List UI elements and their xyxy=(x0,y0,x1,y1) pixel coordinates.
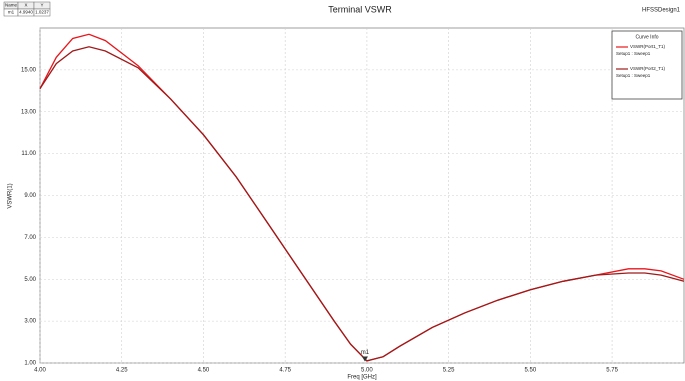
y-tick-label: 9.00 xyxy=(24,193,36,199)
table-cell-text: m1 xyxy=(8,10,15,15)
legend-box xyxy=(611,30,683,100)
marker xyxy=(361,356,368,362)
table-header: Y xyxy=(40,3,43,8)
x-tick-label: 5.25 xyxy=(443,368,455,374)
y-tick-label: 11.00 xyxy=(21,151,36,157)
x-tick-label: 5.50 xyxy=(525,368,537,374)
legend-label: VSWR(Port2_T1) xyxy=(630,66,666,71)
x-axis-label: Freq [GHz] xyxy=(347,375,377,381)
x-tick-label: 5.00 xyxy=(361,368,373,374)
y-tick-label: 13.00 xyxy=(21,109,37,115)
legend-setup: Setup1 : Sweep1 xyxy=(616,51,651,56)
x-tick-label: 4.00 xyxy=(34,368,46,374)
table-cell xyxy=(33,8,51,17)
legend-label: VSWR(Port1_T1) xyxy=(630,44,666,49)
chart-title: Terminal VSWR xyxy=(328,4,392,14)
y-axis-label: VSWR(1) xyxy=(8,183,14,208)
design-name: HFSSDesign1 xyxy=(642,8,681,14)
marker-name: m1 xyxy=(361,350,370,356)
legend-setup: Setup1 : Sweep1 xyxy=(616,73,651,78)
y-tick-label: 3.00 xyxy=(24,319,36,325)
table-cell-text: 1.0237 xyxy=(35,10,49,15)
series-line xyxy=(39,46,685,362)
y-tick-label: 15.00 xyxy=(21,67,37,73)
x-tick-label: 4.50 xyxy=(198,368,210,374)
table-header: Name xyxy=(5,3,18,8)
table-header: X xyxy=(24,3,27,8)
y-tick-label: 1.00 xyxy=(24,361,36,367)
legend-title: Curve Info xyxy=(635,34,658,40)
y-tick-label: 5.00 xyxy=(24,277,36,283)
x-tick-label: 5.75 xyxy=(606,368,618,374)
table-cell-text: 4.9940 xyxy=(19,10,33,15)
x-tick-label: 4.25 xyxy=(116,368,128,374)
y-tick-label: 7.00 xyxy=(24,235,36,241)
x-tick-label: 4.75 xyxy=(279,368,291,374)
